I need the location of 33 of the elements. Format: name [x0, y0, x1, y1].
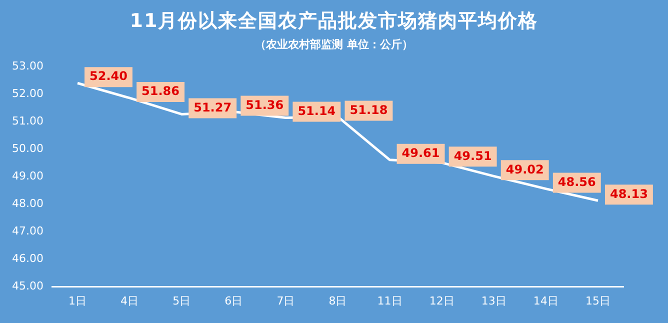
y-tick-label: 53.00: [12, 59, 44, 72]
x-tick-label: 5日: [172, 294, 191, 308]
text: 51.14: [298, 104, 336, 118]
x-tick-label: 15日: [585, 294, 610, 308]
x-tick-label: 4日: [120, 294, 139, 308]
text: 49.51: [454, 148, 492, 163]
x-tick-label: 14日: [533, 294, 558, 308]
text: 52.40: [90, 69, 128, 84]
y-tick-label: 52.00: [12, 86, 44, 100]
y-tick-label: 51.00: [12, 114, 44, 128]
x-tick-label: 13日: [481, 294, 506, 308]
x-tick-label: 1日: [68, 294, 87, 308]
x-tick-label: 7日: [276, 294, 295, 308]
y-tick-label: 46.00: [12, 252, 44, 266]
text: 48.56: [558, 174, 596, 189]
y-tick-label: 49.00: [12, 170, 44, 183]
y-tick-label: 47.00: [12, 224, 44, 238]
chart-subtitle: （农业农村部监测 单位：公斤）: [254, 37, 414, 52]
y-tick-label: 48.00: [12, 197, 44, 210]
text: 49.02: [506, 162, 544, 176]
y-tick-label: 50.00: [12, 142, 44, 156]
text: 51.27: [194, 100, 232, 114]
text: 49.61: [402, 146, 440, 160]
text: 51.36: [246, 98, 284, 112]
chart-title: 11月份以来全国农产品批发市场猪肉平均价格: [128, 9, 540, 34]
x-tick-label: 12日: [429, 294, 454, 308]
y-tick-label: 45.00: [12, 280, 44, 293]
x-tick-label: 8日: [328, 294, 347, 308]
x-tick-label: 6日: [224, 294, 243, 308]
text: 48.13: [610, 186, 648, 201]
text: 51.86: [142, 84, 180, 98]
x-tick-label: 11日: [377, 294, 402, 308]
text: 51.18: [350, 102, 388, 117]
